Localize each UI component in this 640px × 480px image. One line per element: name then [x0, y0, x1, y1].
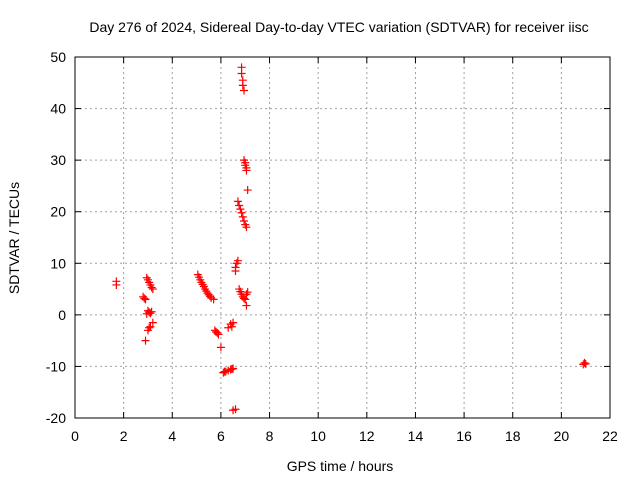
data-point	[213, 328, 222, 337]
data-point	[142, 273, 151, 282]
data-point	[242, 223, 251, 232]
data-point	[231, 263, 240, 272]
y-tick-label: 20	[50, 204, 66, 220]
data-point	[229, 364, 238, 373]
data-point	[581, 359, 590, 368]
data-points	[112, 63, 590, 415]
y-tick-label: 0	[58, 307, 66, 323]
data-point	[240, 294, 249, 303]
y-tick-label: -10	[46, 358, 66, 374]
data-point	[112, 280, 121, 289]
y-tick-label: 50	[50, 49, 66, 65]
x-tick-label: 16	[456, 428, 472, 444]
data-point	[235, 201, 244, 210]
data-point	[242, 301, 251, 310]
x-tick-label: 4	[168, 428, 176, 444]
data-point	[214, 330, 223, 339]
y-tick-label: 30	[50, 152, 66, 168]
data-point	[243, 288, 252, 297]
data-point	[237, 69, 246, 78]
data-point	[146, 322, 155, 331]
data-point	[209, 295, 218, 304]
data-point	[243, 186, 252, 195]
x-tick-label: 10	[310, 428, 326, 444]
data-point	[241, 295, 250, 304]
data-point	[146, 309, 155, 318]
data-point	[242, 290, 251, 299]
data-point	[141, 336, 150, 345]
y-tick-label: -20	[46, 410, 66, 426]
x-tick-label: 2	[120, 428, 128, 444]
data-point	[148, 285, 157, 294]
data-point	[229, 318, 238, 327]
grid-lines	[75, 57, 610, 418]
x-axis-label: GPS time / hours	[287, 458, 394, 474]
data-point	[231, 405, 240, 414]
chart-title: Day 276 of 2024, Sidereal Day-to-day VTE…	[89, 19, 588, 35]
x-tick-label: 14	[408, 428, 424, 444]
plot-frame	[74, 56, 611, 419]
data-point	[240, 86, 249, 95]
x-tick-label: 6	[217, 428, 225, 444]
data-point	[216, 343, 225, 352]
data-point	[227, 322, 236, 331]
x-tick-label: 8	[266, 428, 274, 444]
data-point	[580, 358, 589, 367]
y-tick-label: 10	[50, 255, 66, 271]
x-tick-label: 0	[71, 428, 79, 444]
x-tick-label: 22	[602, 428, 618, 444]
y-axis-label: SDTVAR / TECUs	[6, 182, 22, 294]
data-point	[141, 295, 150, 304]
data-point	[147, 307, 156, 316]
data-point	[197, 278, 206, 287]
data-point	[145, 323, 154, 332]
data-point	[236, 205, 245, 214]
data-point	[198, 280, 207, 289]
data-point	[237, 208, 246, 217]
x-tick-labels: 0 2 4 6 8 10 12 14 16 18 20 22	[71, 428, 618, 444]
data-point	[147, 283, 156, 292]
data-point	[242, 166, 251, 175]
data-point	[233, 197, 242, 206]
x-tick-label: 18	[505, 428, 521, 444]
data-point	[148, 318, 157, 327]
data-point	[201, 285, 210, 294]
data-point	[238, 81, 247, 90]
data-point	[140, 294, 149, 303]
y-tick-label: 40	[50, 101, 66, 117]
y-tick-labels: -20 -10 0 10 20 30 40 50	[46, 49, 66, 426]
data-point	[233, 256, 242, 265]
x-tick-label: 12	[359, 428, 375, 444]
x-tick-label: 20	[554, 428, 570, 444]
data-point	[240, 216, 249, 225]
data-point	[238, 212, 247, 221]
axis-ticks	[74, 56, 611, 419]
